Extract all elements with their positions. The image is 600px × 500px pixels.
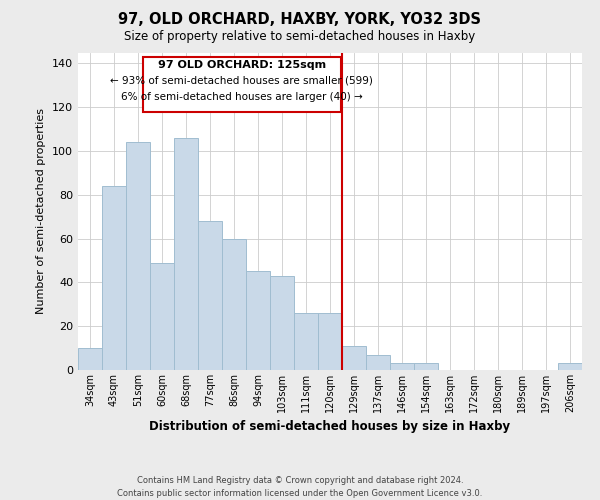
- Bar: [246, 272, 270, 370]
- Bar: [78, 348, 102, 370]
- FancyBboxPatch shape: [143, 57, 341, 112]
- Text: Contains HM Land Registry data © Crown copyright and database right 2024.: Contains HM Land Registry data © Crown c…: [137, 476, 463, 485]
- Text: ← 93% of semi-detached houses are smaller (599): ← 93% of semi-detached houses are smalle…: [110, 76, 373, 86]
- Bar: [390, 364, 414, 370]
- Bar: [102, 186, 126, 370]
- Text: Size of property relative to semi-detached houses in Haxby: Size of property relative to semi-detach…: [124, 30, 476, 43]
- Bar: [366, 354, 390, 370]
- Bar: [222, 238, 246, 370]
- Y-axis label: Number of semi-detached properties: Number of semi-detached properties: [37, 108, 46, 314]
- Bar: [342, 346, 366, 370]
- Bar: [174, 138, 198, 370]
- Text: Contains public sector information licensed under the Open Government Licence v3: Contains public sector information licen…: [118, 489, 482, 498]
- Bar: [294, 313, 318, 370]
- X-axis label: Distribution of semi-detached houses by size in Haxby: Distribution of semi-detached houses by …: [149, 420, 511, 434]
- Text: 97, OLD ORCHARD, HAXBY, YORK, YO32 3DS: 97, OLD ORCHARD, HAXBY, YORK, YO32 3DS: [119, 12, 482, 28]
- Bar: [558, 364, 582, 370]
- Bar: [150, 262, 174, 370]
- Bar: [318, 313, 342, 370]
- Text: 6% of semi-detached houses are larger (40) →: 6% of semi-detached houses are larger (4…: [121, 92, 362, 102]
- Bar: [126, 142, 150, 370]
- Bar: [414, 364, 438, 370]
- Text: 97 OLD ORCHARD: 125sqm: 97 OLD ORCHARD: 125sqm: [158, 60, 326, 70]
- Bar: [198, 221, 222, 370]
- Bar: [270, 276, 294, 370]
